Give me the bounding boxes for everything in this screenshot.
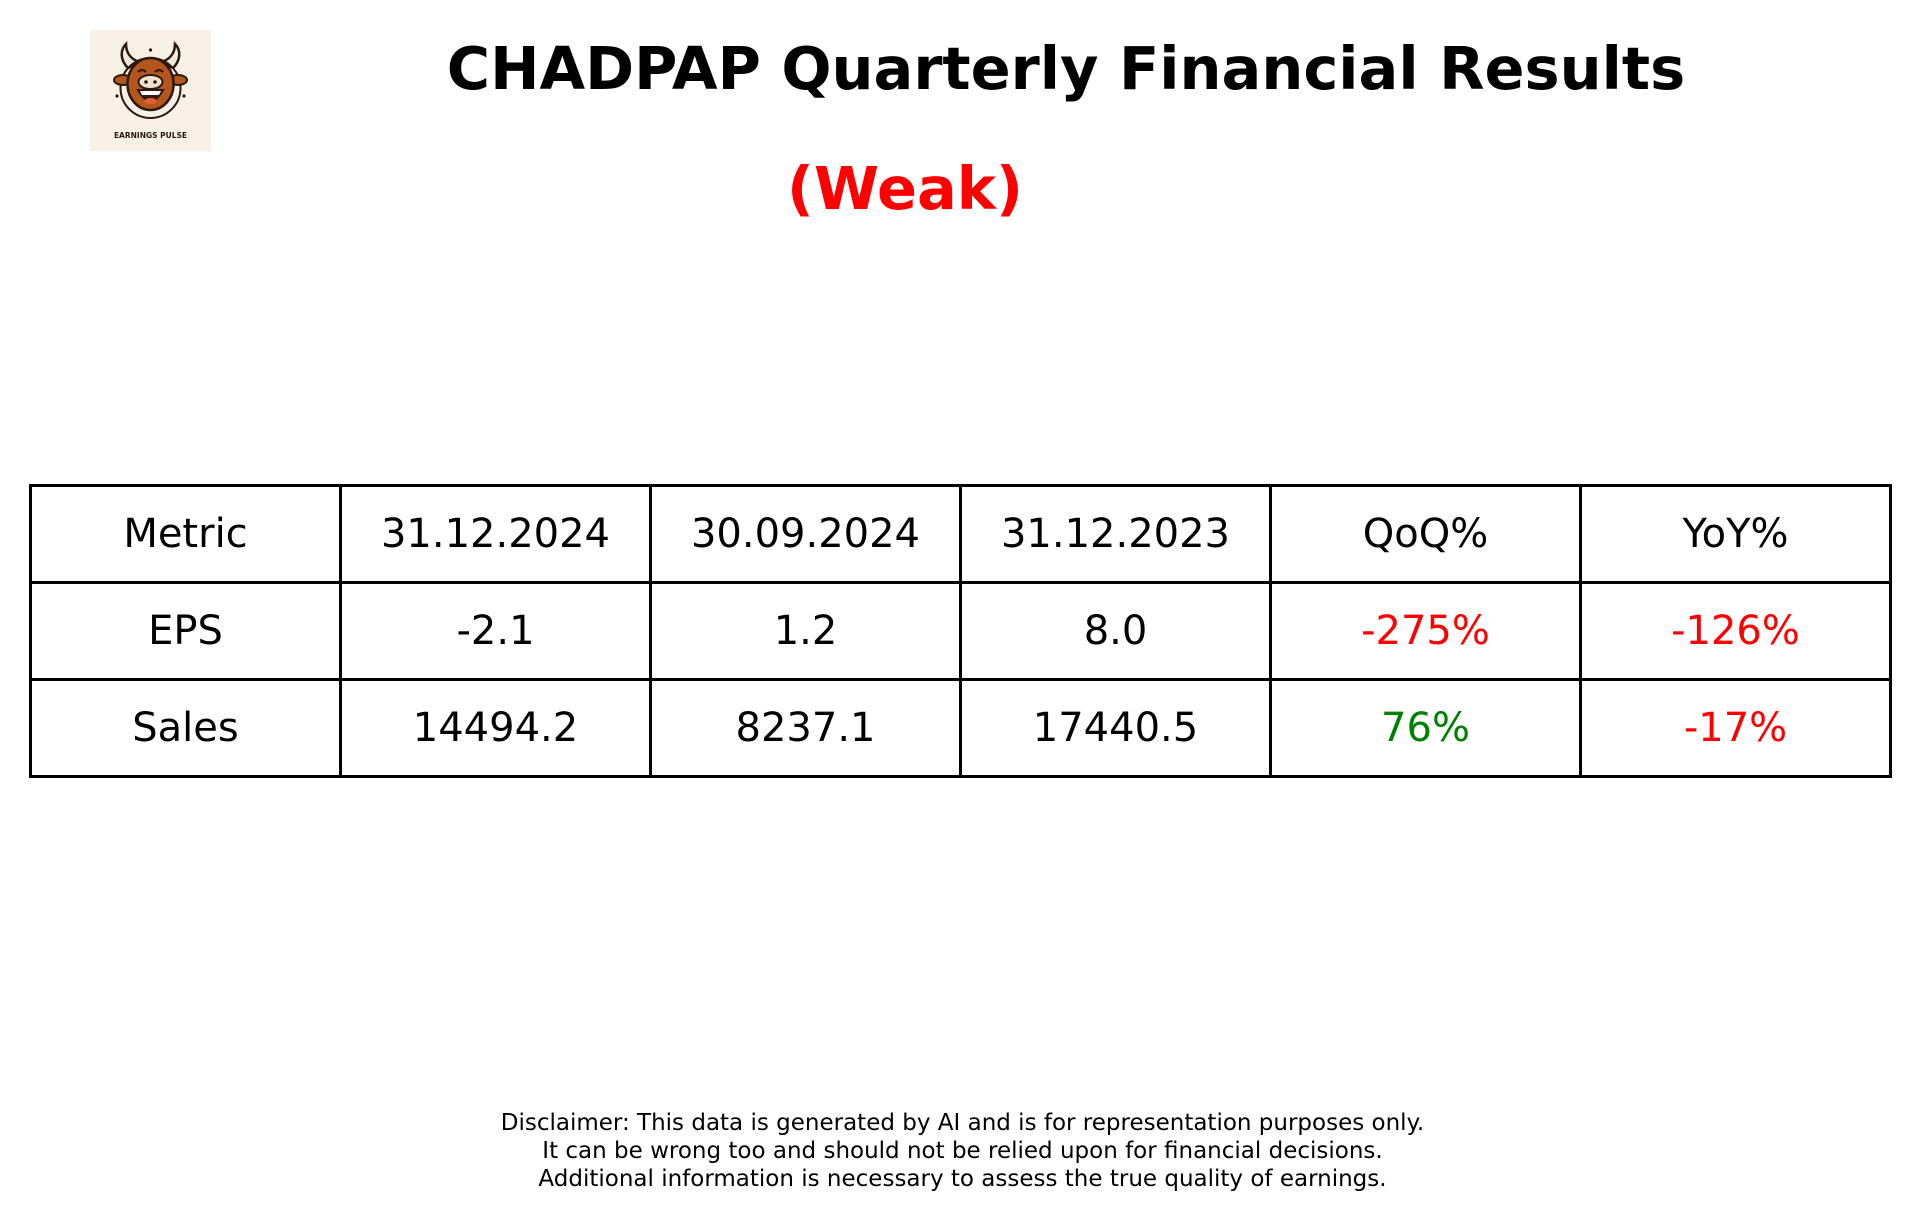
page-title: CHADPAP Quarterly Financial Results (446, 34, 1686, 103)
disclaimer-line: Disclaimer: This data is generated by AI… (500, 1110, 1425, 1136)
disclaimer-line: Additional information is necessary to a… (538, 1166, 1387, 1192)
column-header-qoq: QoQ% (1269, 484, 1582, 584)
metric-name: EPS (29, 581, 342, 681)
column-header-year-ago-quarter: 31.12.2023 (959, 484, 1272, 584)
value-qoq-change: -275% (1269, 581, 1582, 681)
rating-label: (Weak) (787, 154, 1023, 223)
column-header-current-quarter: 31.12.2024 (339, 484, 652, 584)
value-previous-quarter: 1.2 (649, 581, 962, 681)
value-year-ago-quarter: 8.0 (959, 581, 1272, 681)
value-qoq-change: 76% (1269, 678, 1582, 778)
value-yoy-change: -17% (1579, 678, 1892, 778)
bull-mascot-icon: EARNINGS PULSE (113, 40, 188, 140)
disclaimer: Disclaimer: This data is generated by AI… (0, 1109, 1919, 1193)
logo-caption: EARNINGS PULSE (114, 131, 187, 140)
earnings-pulse-logo: EARNINGS PULSE (90, 30, 211, 151)
column-header-metric: Metric (29, 484, 342, 584)
value-previous-quarter: 8237.1 (649, 678, 962, 778)
disclaimer-line: It can be wrong too and should not be re… (542, 1138, 1383, 1164)
table-header-row: Metric 31.12.2024 30.09.2024 31.12.2023 … (29, 484, 1892, 584)
results-table: Metric 31.12.2024 30.09.2024 31.12.2023 … (29, 484, 1892, 778)
column-header-yoy: YoY% (1579, 484, 1892, 584)
table-row-eps: EPS -2.1 1.2 8.0 -275% -126% (29, 581, 1892, 681)
column-header-previous-quarter: 30.09.2024 (649, 484, 962, 584)
value-year-ago-quarter: 17440.5 (959, 678, 1272, 778)
table-row-sales: Sales 14494.2 8237.1 17440.5 76% -17% (29, 678, 1892, 778)
value-current-quarter: 14494.2 (339, 678, 652, 778)
value-yoy-change: -126% (1579, 581, 1892, 681)
metric-name: Sales (29, 678, 342, 778)
value-current-quarter: -2.1 (339, 581, 652, 681)
